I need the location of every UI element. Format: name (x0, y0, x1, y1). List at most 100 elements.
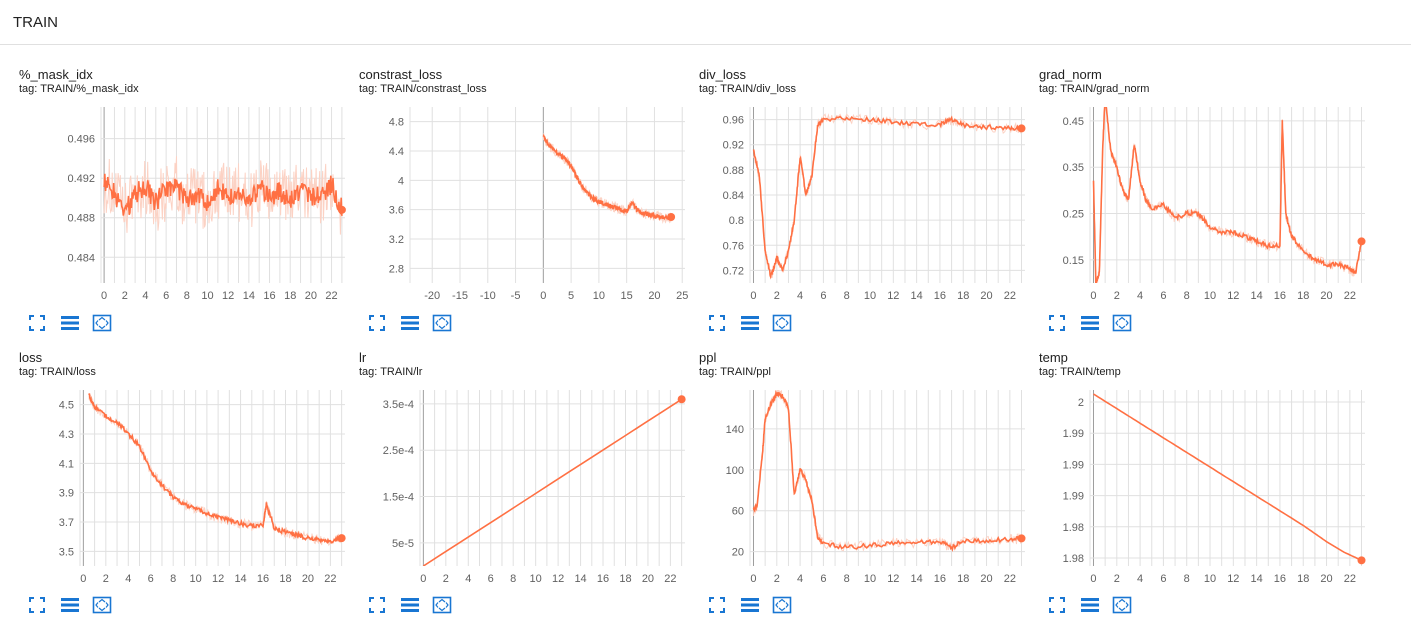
y-tick-label: 0.15 (1063, 255, 1084, 267)
fit-domain-icon[interactable] (772, 596, 792, 614)
list-icon[interactable] (740, 314, 759, 332)
train-section-header[interactable]: TRAIN (0, 0, 1411, 45)
chart-card: constrast_loss tag: TRAIN/constrast_loss -… (359, 67, 699, 337)
fit-domain-icon[interactable] (1112, 596, 1132, 614)
chart-toolbar (28, 596, 112, 614)
y-tick-label: 0.484 (67, 252, 95, 264)
x-tick-label: 10 (190, 573, 202, 585)
x-tick-label: 16 (597, 573, 609, 585)
x-tick-label: 8 (844, 290, 850, 302)
x-tick-label: 22 (1344, 290, 1356, 302)
x-tick-label: 0 (750, 290, 756, 302)
fullscreen-icon[interactable] (368, 314, 386, 332)
x-tick-label: -10 (480, 290, 496, 302)
fit-domain-icon[interactable] (432, 596, 452, 614)
x-tick-label: 8 (510, 573, 516, 585)
y-tick-label: 1.98 (1063, 553, 1084, 565)
smoothed-series-line (103, 173, 343, 216)
x-tick-label: 8 (184, 290, 190, 302)
list-icon[interactable] (1080, 596, 1099, 614)
x-tick-label: 25 (676, 290, 688, 302)
fit-domain-icon[interactable] (1112, 314, 1132, 332)
fullscreen-icon[interactable] (28, 314, 46, 332)
y-tick-label: 4 (398, 175, 404, 187)
x-tick-label: 6 (1160, 290, 1166, 302)
y-tick-label: 4.5 (59, 400, 74, 412)
x-tick-label: 8 (844, 573, 850, 585)
list-icon[interactable] (60, 596, 79, 614)
line-chart[interactable]: 0 2 4 6 8 10 12 14 16 18 20 22 0.72 0.76 0.8 0.84 0.88 0.… (699, 67, 1039, 307)
fullscreen-icon[interactable] (1048, 596, 1066, 614)
y-tick-label: 3.5e-4 (383, 399, 414, 411)
fit-domain-icon[interactable] (432, 314, 452, 332)
fullscreen-icon[interactable] (368, 596, 386, 614)
x-tick-label: 14 (234, 573, 246, 585)
smoothed-series-line (1092, 107, 1363, 283)
line-chart[interactable]: 0 2 4 6 8 10 12 14 16 18 20 22 0.484 0.488 0.492 0.496 (19, 67, 359, 307)
line-chart[interactable]: -20 -15 -10 -5 0 5 10 15 20 25 2.8 3.2 3.6 4 4.4 4.8 (359, 67, 699, 307)
chart-title: temp (1039, 350, 1068, 365)
x-tick-label: 18 (1297, 290, 1309, 302)
x-tick-label: 0 (1090, 290, 1096, 302)
y-tick-label: 1.99 (1063, 428, 1084, 440)
smoothed-series-line (752, 115, 1023, 280)
fullscreen-icon[interactable] (1048, 314, 1066, 332)
smoothed-series-line (752, 390, 1023, 552)
list-icon[interactable] (1080, 314, 1099, 332)
x-tick-label: 2 (774, 573, 780, 585)
y-tick-label: 0.488 (67, 213, 95, 225)
x-tick-label: 20 (648, 290, 660, 302)
x-tick-label: 2 (1114, 573, 1120, 585)
last-point-marker (1017, 534, 1026, 543)
list-icon[interactable] (60, 314, 79, 332)
fit-domain-icon[interactable] (772, 314, 792, 332)
line-chart[interactable]: 0 2 4 6 8 10 12 14 16 18 20 22 1.98 1.98 1.99 1.99 1.99 2 (1039, 350, 1379, 590)
x-tick-label: 20 (980, 290, 992, 302)
fullscreen-icon[interactable] (708, 314, 726, 332)
list-icon[interactable] (400, 314, 419, 332)
x-tick-label: 20 (1320, 573, 1332, 585)
fullscreen-icon[interactable] (28, 596, 46, 614)
x-tick-label: 12 (887, 290, 899, 302)
list-icon[interactable] (400, 596, 419, 614)
x-tick-label: 18 (279, 573, 291, 585)
chart-card: ppl tag: TRAIN/ppl 0 2 4 6 8 10 12 14 16 18 20 22 20 60… (699, 350, 1039, 620)
x-tick-label: 20 (302, 573, 314, 585)
line-chart[interactable]: 0 2 4 6 8 10 12 14 16 18 20 22 3.5 3.7 3.9 4.1 4.3 4.5 (19, 350, 359, 590)
x-tick-label: 10 (1204, 573, 1216, 585)
line-chart[interactable]: 0 2 4 6 8 10 12 14 16 18 20 22 20 60 100 140 (699, 350, 1039, 590)
y-tick-label: 0.35 (1063, 162, 1084, 174)
x-tick-label: 6 (820, 573, 826, 585)
x-tick-label: 12 (222, 290, 234, 302)
chart-tag: tag: TRAIN/%_mask_idx (19, 83, 139, 95)
x-tick-label: 14 (1251, 290, 1263, 302)
x-tick-label: 15 (621, 290, 633, 302)
x-tick-label: 4 (125, 573, 131, 585)
chart-tag: tag: TRAIN/lr (359, 366, 423, 378)
x-tick-label: 4 (142, 290, 148, 302)
fullscreen-icon[interactable] (708, 596, 726, 614)
chart-card: temp tag: TRAIN/temp 0 2 4 6 8 10 12 14 16 18 20 22 1.… (1039, 350, 1379, 620)
chart-toolbar (1048, 314, 1132, 332)
chart-toolbar (1048, 596, 1132, 614)
x-tick-label: 8 (1184, 290, 1190, 302)
x-tick-label: 18 (957, 290, 969, 302)
chart-toolbar (368, 596, 452, 614)
chart-card: %_mask_idx tag: TRAIN/%_mask_idx 0 2 4 6 8 10 12… (19, 67, 359, 337)
line-chart[interactable]: 0 2 4 6 8 10 12 14 16 18 20 22 5e-5 1.5e-4 2.5e-4 3.5e-… (359, 350, 699, 590)
y-tick-label: 60 (732, 506, 744, 518)
x-tick-label: 6 (820, 290, 826, 302)
y-tick-label: 0.88 (723, 165, 744, 177)
y-tick-label: 100 (726, 465, 744, 477)
chart-title: loss (19, 350, 43, 365)
line-chart[interactable]: 0 2 4 6 8 10 12 14 16 18 20 22 0.15 0.25 0.35 0.45 (1039, 67, 1379, 307)
list-icon[interactable] (740, 596, 759, 614)
x-tick-label: 8 (170, 573, 176, 585)
chart-tag: tag: TRAIN/div_loss (699, 83, 797, 95)
x-tick-label: 10 (1204, 290, 1216, 302)
x-tick-label: 2 (443, 573, 449, 585)
fit-domain-icon[interactable] (92, 596, 112, 614)
x-tick-label: 0 (420, 573, 426, 585)
fit-domain-icon[interactable] (92, 314, 112, 332)
x-tick-label: 16 (934, 573, 946, 585)
